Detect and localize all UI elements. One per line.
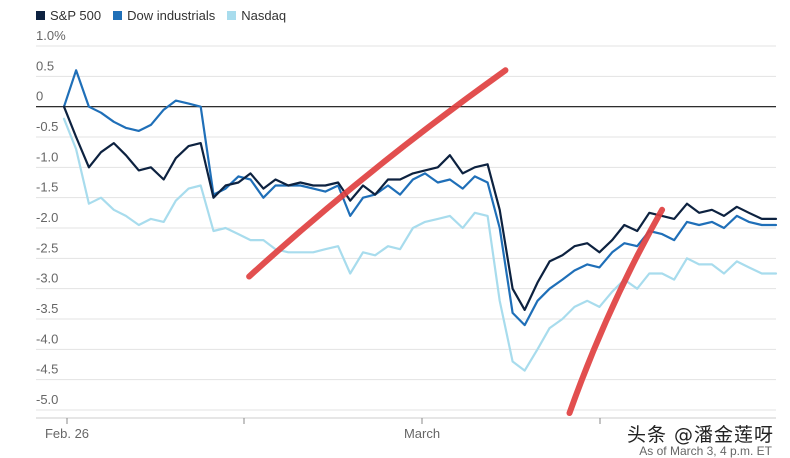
annotation-strokes [246,67,666,417]
legend-label-sp500: S&P 500 [50,8,102,23]
legend: S&P 500 Dow industrials Nasdaq [36,8,286,23]
legend-swatch-dow [113,11,123,20]
legend-item-nasdaq[interactable]: Nasdaq [227,8,286,23]
y-tick-label: -1.0 [36,149,58,164]
x-tick-label: Feb. 26 [45,426,89,441]
series-line-dow-industrials [62,69,778,327]
legend-label-dow: Dow industrials [127,8,216,23]
y-tick-label: -4.5 [36,362,58,377]
y-tick-label: -2.0 [36,210,58,225]
y-tick-label: -3.5 [36,301,58,316]
series-line-nasdaq [62,117,778,372]
y-tick-label: -4.0 [36,331,58,346]
y-tick-label: -0.5 [36,119,58,134]
series-lines [62,69,778,372]
legend-item-sp500[interactable]: S&P 500 [36,8,101,23]
y-tick-label: -2.5 [36,240,58,255]
legend-swatch-nasdaq [227,11,237,20]
y-tick-label: 0 [36,89,43,104]
as-of-note: As of March 3, 4 p.m. ET [639,444,772,458]
y-axis-labels: 1.0% 0.5 0 -0.5 -1.0 -1.5 -2.0 -2.5 -3.0 -3.5 -4.0… [36,28,66,407]
annotation-stroke [566,206,666,417]
watermark: 头条 @潘金莲呀 [626,424,774,446]
x-tick-label: March [404,426,440,441]
y-tick-label: -1.5 [36,180,58,195]
x-axis: Feb. 26 March [36,417,776,441]
legend-item-dow[interactable]: Dow industrials [113,8,215,23]
y-tick-label: 1.0% [36,28,66,43]
legend-swatch-sp500 [36,11,45,20]
series-line-s-p-500 [62,105,778,311]
y-tick-label: -3.0 [36,271,58,286]
annotation-stroke [246,67,509,280]
gridlines [36,45,776,411]
y-tick-label: -5.0 [36,392,58,407]
legend-label-nasdaq: Nasdaq [241,8,287,23]
y-tick-label: 0.5 [36,58,54,73]
